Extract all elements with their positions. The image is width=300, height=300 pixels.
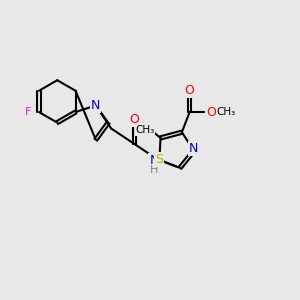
Text: N: N: [149, 154, 159, 167]
Text: CH₃: CH₃: [216, 107, 236, 117]
Text: N: N: [189, 142, 199, 155]
Text: O: O: [129, 113, 139, 126]
Text: O: O: [206, 106, 216, 119]
Text: N: N: [91, 99, 101, 112]
Text: F: F: [25, 107, 31, 117]
Text: S: S: [155, 154, 164, 166]
Text: H: H: [150, 165, 158, 175]
Text: CH₃: CH₃: [135, 125, 154, 135]
Text: O: O: [184, 84, 194, 97]
